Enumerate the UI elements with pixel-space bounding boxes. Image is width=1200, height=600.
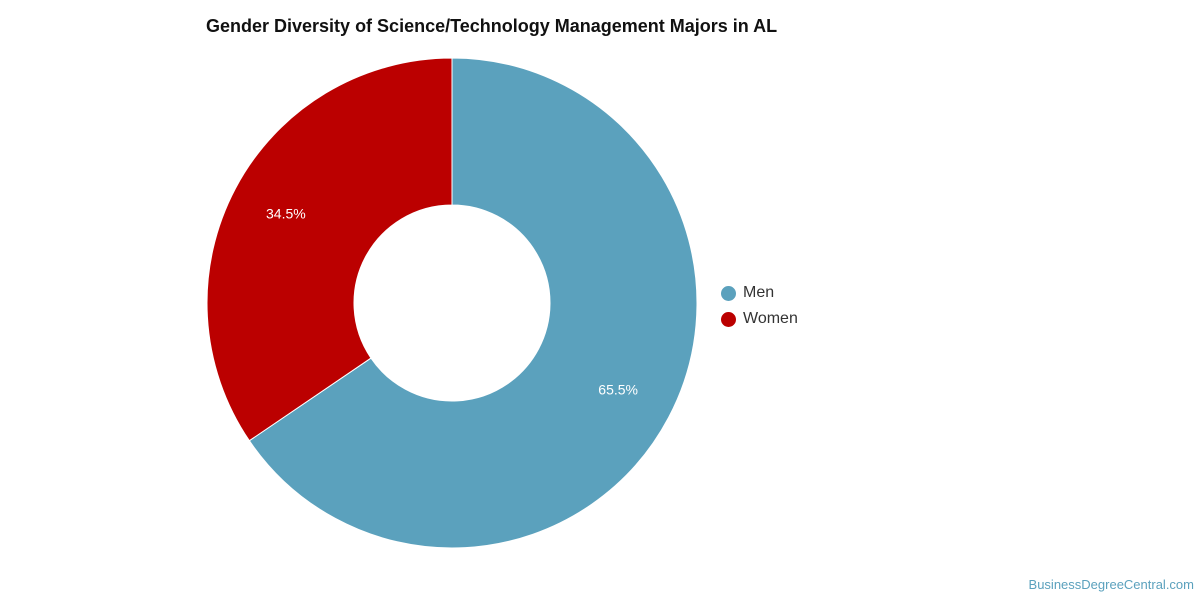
donut-slice-men[interactable]: [248, 57, 698, 549]
legend-item-women[interactable]: Women: [721, 306, 798, 332]
chart-title: Gender Diversity of Science/Technology M…: [206, 16, 778, 36]
legend-label-women: Women: [743, 310, 798, 327]
donut-slices: [206, 57, 698, 549]
donut-slice-labels: 65.5% 34.5%: [266, 206, 638, 398]
legend-swatch-women: [721, 311, 736, 327]
donut-slice-women[interactable]: [206, 57, 453, 442]
slice-value-label-men: 65.5%: [598, 382, 638, 398]
chart-legend: Men Women: [721, 280, 798, 332]
legend-label-men: Men: [743, 284, 775, 301]
slice-value-label-women: 34.5%: [266, 206, 306, 222]
legend-swatch-men: [721, 285, 736, 301]
legend-item-men[interactable]: Men: [721, 280, 798, 306]
site-watermark[interactable]: BusinessDegreeCentral.com: [1028, 577, 1194, 592]
